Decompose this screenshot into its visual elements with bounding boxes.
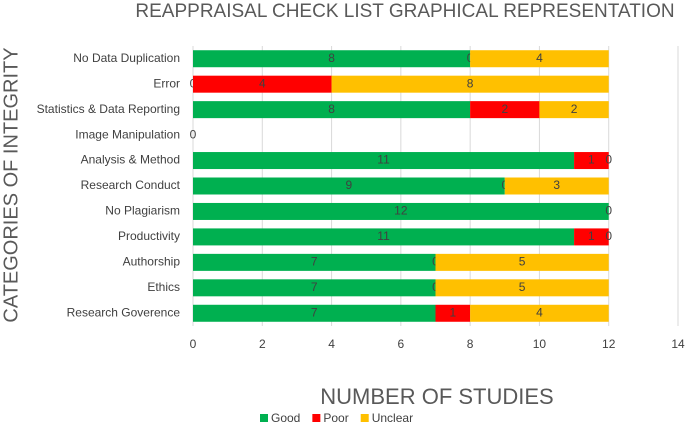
chart-title: REAPPRAISAL CHECK LIST GRAPHICAL REPRESE… xyxy=(135,1,674,22)
data-label: 8 xyxy=(467,76,474,90)
data-label: 4 xyxy=(536,51,543,65)
y-tick-label: Authorship xyxy=(123,255,181,269)
bar xyxy=(470,50,609,68)
bar xyxy=(574,228,609,246)
data-label: 7 xyxy=(311,305,318,319)
legend-swatch xyxy=(260,414,268,422)
data-label: 4 xyxy=(259,76,266,90)
bar xyxy=(193,228,575,246)
bar xyxy=(470,304,609,322)
legend-label: Poor xyxy=(323,411,348,424)
data-label: 8 xyxy=(328,51,335,65)
bar xyxy=(331,75,609,93)
x-tick-label: 2 xyxy=(259,337,266,351)
data-label: 11 xyxy=(377,153,390,167)
bar xyxy=(435,279,609,297)
bar xyxy=(193,152,575,170)
bar xyxy=(435,253,609,271)
y-tick-label: Error xyxy=(153,76,180,90)
x-tick-label: 10 xyxy=(533,337,547,351)
data-label: 0 xyxy=(605,153,612,167)
data-label: 8 xyxy=(328,102,335,116)
bar xyxy=(193,253,436,271)
data-label: 7 xyxy=(311,255,318,269)
x-tick-label: 4 xyxy=(328,337,335,351)
legend-label: Unclear xyxy=(372,411,413,424)
data-label: 5 xyxy=(519,280,526,294)
x-tick-label: 6 xyxy=(398,337,405,351)
bar xyxy=(193,75,332,93)
bar xyxy=(193,279,436,297)
y-tick-label: Image Manipulation xyxy=(75,127,180,141)
legend-swatch xyxy=(360,414,369,422)
legend-label: Good xyxy=(271,411,300,424)
y-tick-label: No Data Duplication xyxy=(73,51,180,65)
y-tick-label: Productivity xyxy=(118,229,180,243)
bar xyxy=(193,304,436,322)
x-tick-label: 12 xyxy=(602,337,616,351)
data-label: 12 xyxy=(394,204,408,218)
bar xyxy=(574,152,609,170)
x-axis-label: NUMBER OF STUDIES xyxy=(320,384,553,409)
y-tick-label: Research Conduct xyxy=(81,178,181,192)
y-tick-label: No Plagiarism xyxy=(105,204,180,218)
data-label: 1 xyxy=(588,229,595,243)
bar xyxy=(193,177,505,195)
data-label: 0 xyxy=(605,229,612,243)
y-tick-label: Statistics & Data Reporting xyxy=(37,102,180,116)
legend-swatch xyxy=(312,414,321,422)
bar xyxy=(504,177,609,195)
data-label: 0 xyxy=(605,204,612,218)
data-label: 4 xyxy=(536,305,543,319)
data-label: 11 xyxy=(377,229,390,243)
data-label: 2 xyxy=(501,102,508,116)
data-label: 9 xyxy=(346,178,353,192)
x-tick-label: 0 xyxy=(190,337,197,351)
y-tick-label: Ethics xyxy=(147,280,180,294)
bar xyxy=(435,304,471,322)
x-tick-label: 14 xyxy=(671,337,685,351)
data-label: 1 xyxy=(588,153,595,167)
y-axis-label: CATEGORIES OF INTEGRITY xyxy=(0,47,22,322)
bar xyxy=(470,101,540,119)
bar xyxy=(193,101,471,119)
data-label: 7 xyxy=(311,280,318,294)
y-tick-label: Research Goverence xyxy=(67,305,181,319)
data-label: 1 xyxy=(449,305,456,319)
bar xyxy=(193,202,609,220)
data-label: 0 xyxy=(190,127,197,141)
bar xyxy=(539,101,609,119)
x-tick-label: 8 xyxy=(467,337,474,351)
data-label: 3 xyxy=(553,178,560,192)
y-tick-label: Analysis & Method xyxy=(81,153,180,167)
bar xyxy=(193,50,471,68)
data-label: 2 xyxy=(571,102,578,116)
data-label: 5 xyxy=(519,255,526,269)
